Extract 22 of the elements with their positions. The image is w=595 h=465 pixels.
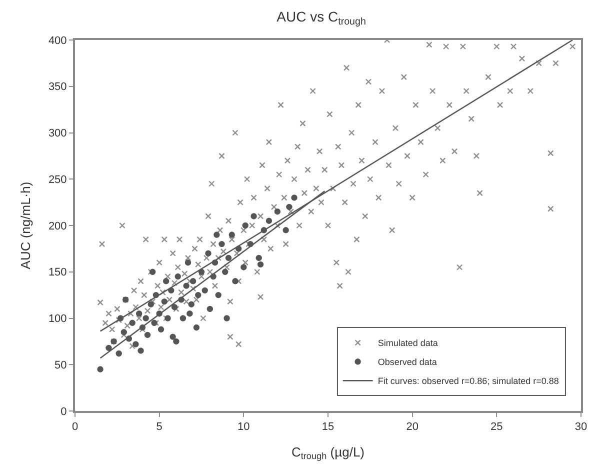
x-tick-label: 25 (490, 421, 503, 434)
y-tick-label: 0 (60, 406, 67, 418)
x-tick-label: 15 (322, 421, 334, 434)
x-axis-title: C$_{trough}$ (µg/L) (291, 444, 365, 462)
y-tick-label: 50 (54, 359, 67, 372)
y-tick-label: 200 (48, 220, 67, 232)
x-tick-label: 0 (72, 421, 78, 434)
x-tick-label: 20 (406, 421, 418, 434)
y-tick-label: 400 (48, 34, 67, 47)
legend-label: Fit curves: observed r=0.86; simulated r=0.88 (378, 376, 559, 386)
chart-title: AUC vs C$_{trough}$ (276, 8, 366, 28)
y-tick-label: 350 (48, 81, 67, 94)
y-axis-title: AUC (ng/mL·h) (18, 182, 33, 270)
x-tick-label: 30 (574, 421, 588, 434)
legend-label: Simulated data (378, 338, 438, 348)
legend-label: Observed data (378, 357, 437, 368)
x-tick-label: 5 (156, 421, 162, 434)
x-tick-label: 10 (238, 421, 250, 434)
y-tick-label: 250 (48, 174, 67, 186)
y-tick-label: 150 (48, 266, 67, 279)
y-tick-label: 100 (48, 313, 67, 326)
y-tick-label: 300 (48, 128, 67, 140)
